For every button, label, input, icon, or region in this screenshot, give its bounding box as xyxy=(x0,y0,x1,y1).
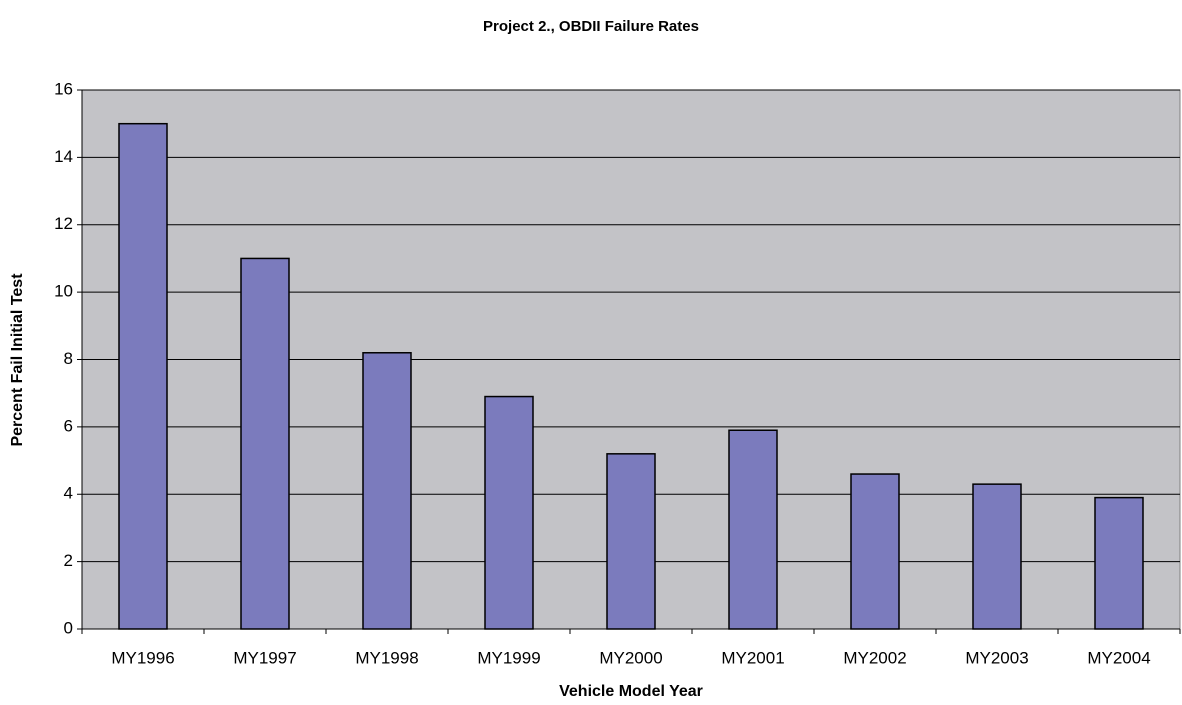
y-tick-label: 2 xyxy=(64,551,73,570)
bar xyxy=(728,429,778,630)
x-tick-label: MY1999 xyxy=(477,648,540,667)
x-tick-label: MY1997 xyxy=(233,648,296,667)
x-tick-label: MY1998 xyxy=(355,648,418,667)
bar xyxy=(240,257,290,630)
y-axis-label: Percent Fail Initial Test xyxy=(9,273,26,447)
bar xyxy=(1094,496,1144,630)
x-tick-label: MY2002 xyxy=(843,648,906,667)
x-tick-label: MY2000 xyxy=(599,648,662,667)
y-tick-label: 10 xyxy=(54,282,73,301)
chart-title: Project 2., OBDII Failure Rates xyxy=(483,18,699,35)
y-tick-label: 0 xyxy=(64,618,73,637)
y-tick-label: 6 xyxy=(64,416,73,435)
x-axis-label: Vehicle Model Year xyxy=(559,683,703,700)
y-tick-label: 16 xyxy=(54,79,73,98)
x-tick-label: MY2001 xyxy=(721,648,784,667)
bar xyxy=(362,352,412,630)
y-tick-label: 8 xyxy=(64,349,73,368)
x-tick-label: MY2003 xyxy=(965,648,1028,667)
y-tick-label: 14 xyxy=(54,147,73,166)
bar xyxy=(972,483,1022,630)
x-tick-label: MY2004 xyxy=(1087,648,1150,667)
y-tick-label: 4 xyxy=(64,484,73,503)
bar xyxy=(118,122,168,630)
bar xyxy=(850,473,900,630)
bar xyxy=(484,395,534,630)
y-tick-label: 12 xyxy=(54,214,73,233)
x-tick-label: MY1996 xyxy=(111,648,174,667)
bar xyxy=(606,453,656,630)
